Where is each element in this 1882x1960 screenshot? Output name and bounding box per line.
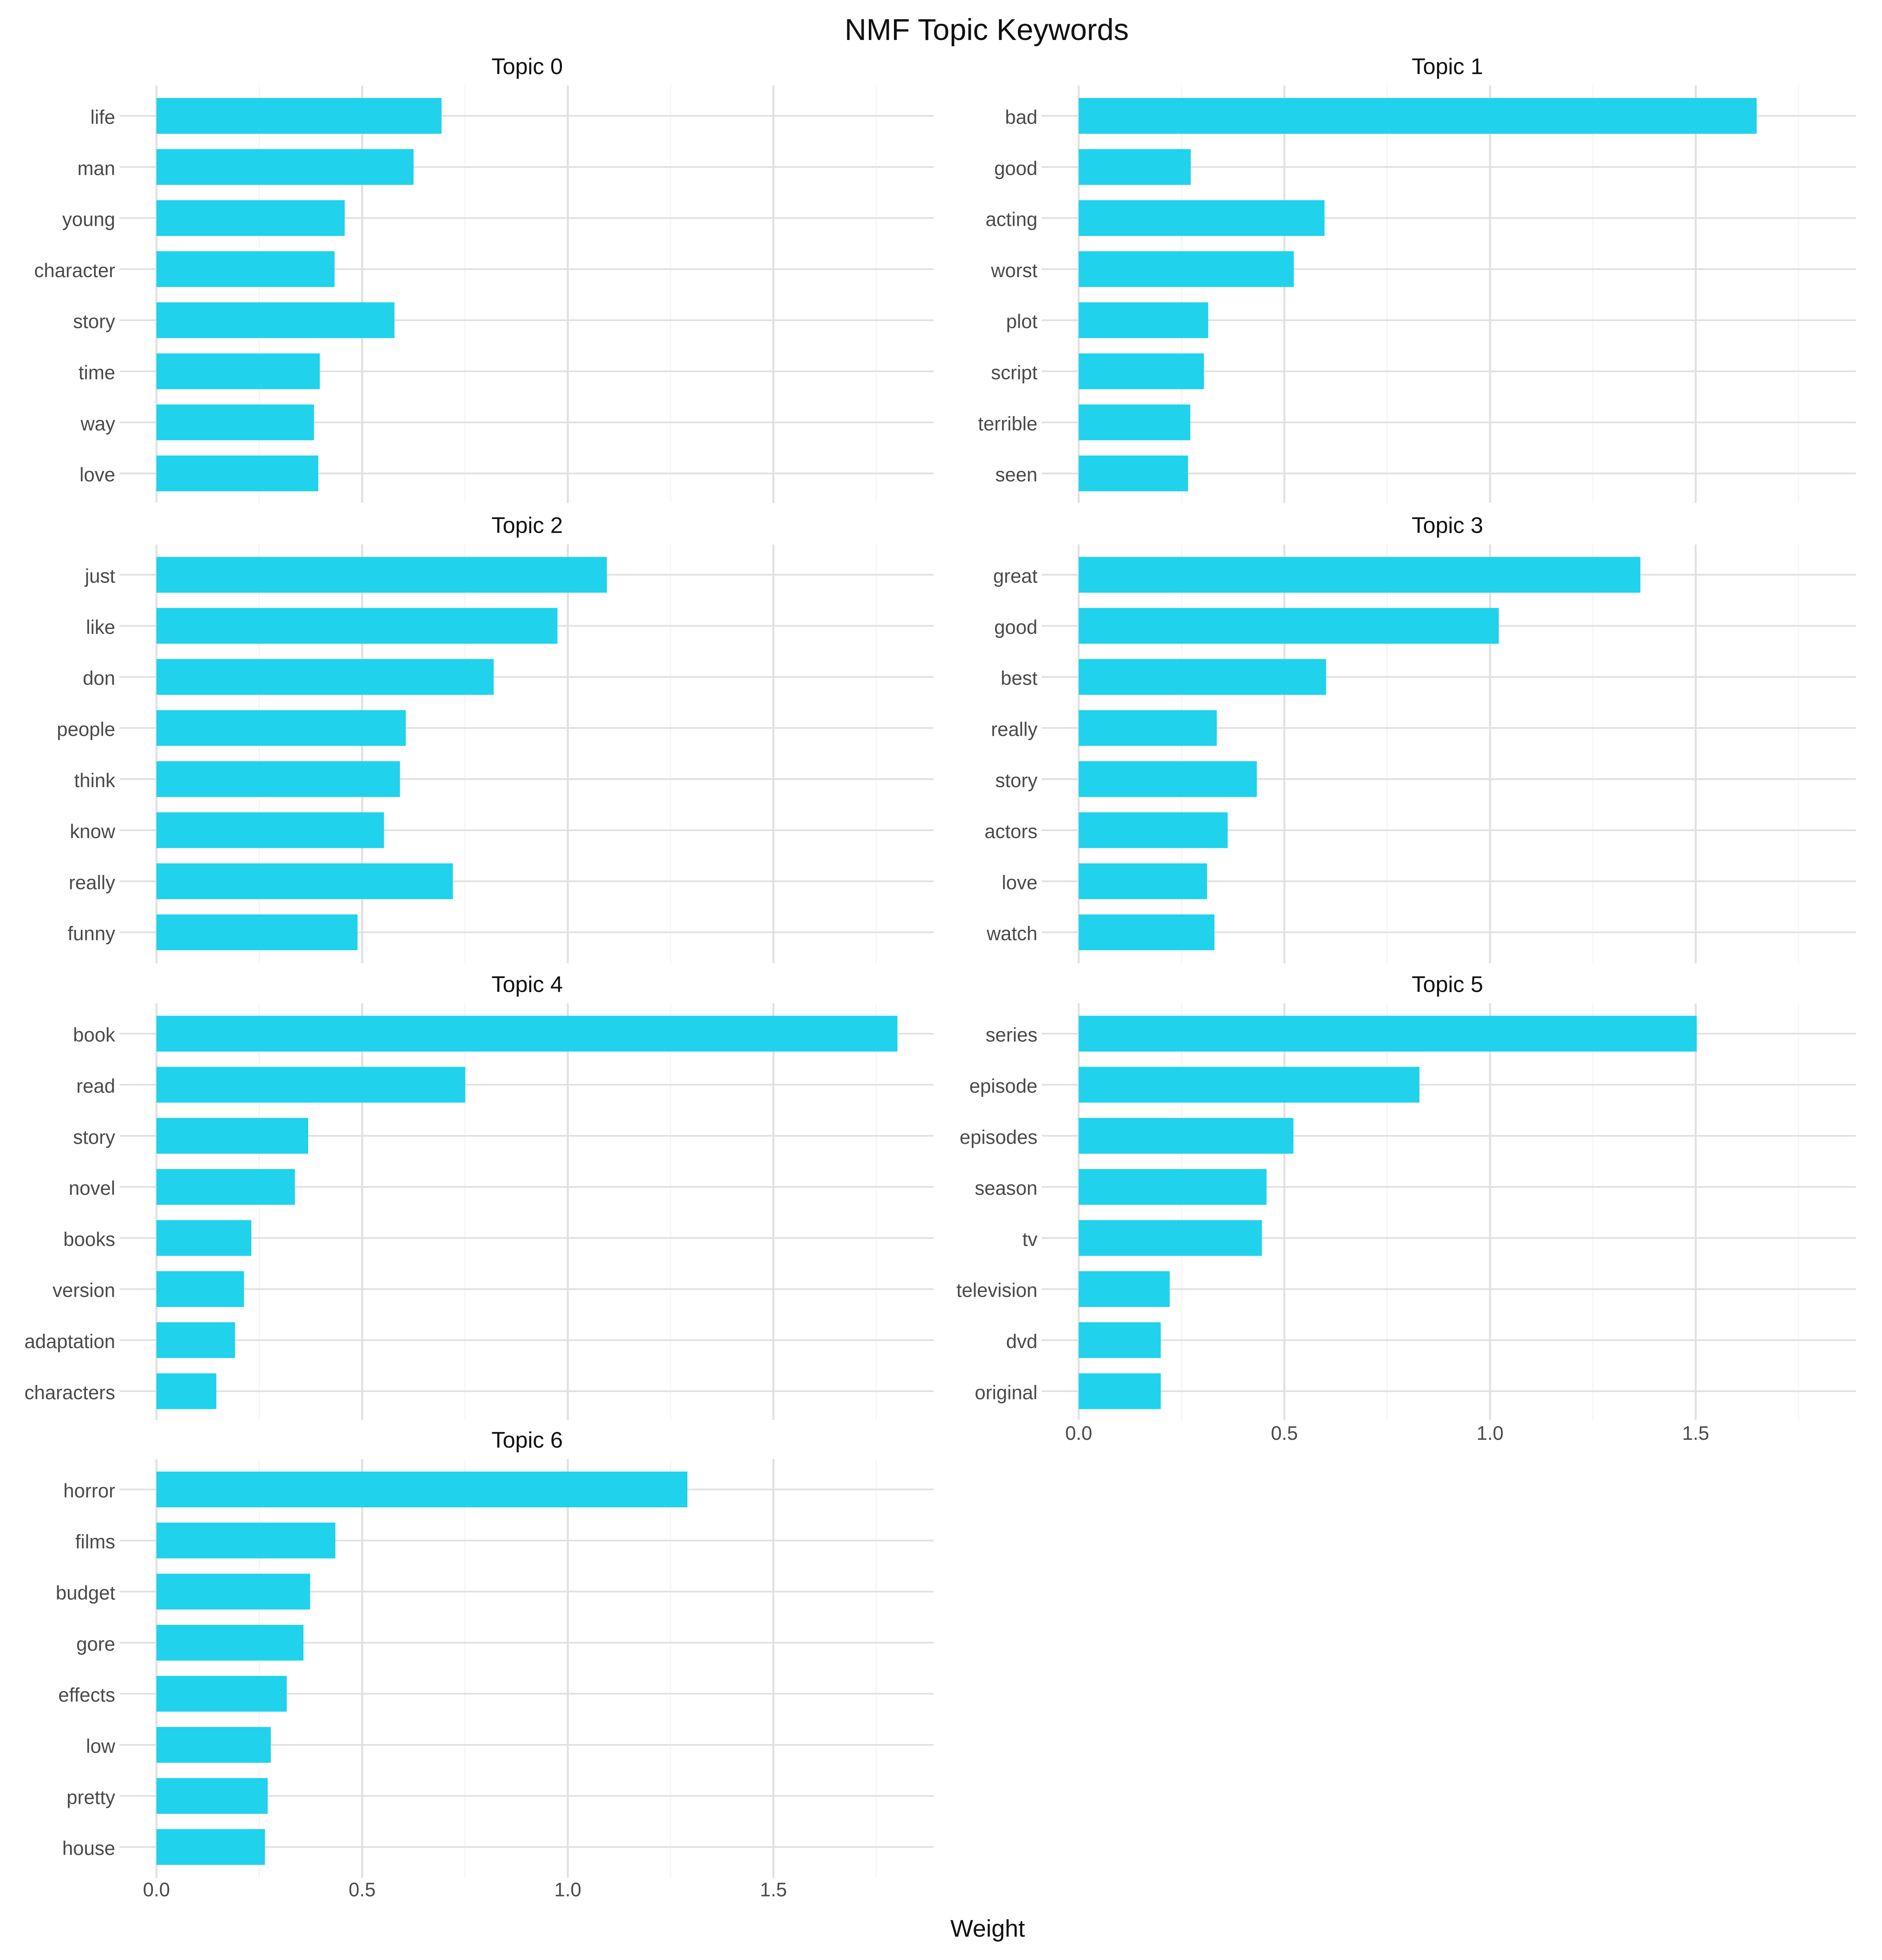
svg-text:life: life [90,106,115,128]
svg-text:man: man [77,157,115,179]
svg-text:tv: tv [1022,1228,1037,1250]
svg-text:bad: bad [1005,106,1037,128]
svg-text:seen: seen [995,464,1037,486]
svg-text:adaptation: adaptation [24,1330,115,1352]
svg-text:series: series [986,1024,1037,1046]
svg-text:good: good [994,616,1037,638]
svg-text:books: books [64,1228,115,1250]
svg-text:1.5: 1.5 [760,1878,787,1900]
svg-text:acting: acting [986,209,1037,230]
svg-text:book: book [73,1024,115,1046]
svg-text:watch: watch [986,923,1037,945]
svg-text:Topic 2: Topic 2 [491,513,563,538]
svg-text:really: really [991,718,1038,740]
svg-text:way: way [80,413,115,435]
svg-text:Weight: Weight [950,1915,1025,1942]
svg-text:great: great [993,565,1037,587]
svg-text:love: love [80,464,115,486]
svg-text:version: version [53,1279,115,1301]
svg-text:budget: budget [56,1582,115,1604]
svg-text:effects: effects [58,1684,115,1706]
svg-text:like: like [86,616,115,638]
svg-text:0.5: 0.5 [349,1878,376,1900]
svg-text:0.0: 0.0 [143,1878,170,1900]
svg-text:horror: horror [64,1480,115,1502]
svg-text:read: read [76,1075,115,1097]
svg-text:television: television [956,1279,1037,1301]
svg-text:novel: novel [69,1177,115,1199]
svg-text:low: low [86,1735,115,1757]
svg-text:don: don [83,667,115,689]
svg-text:episodes: episodes [960,1126,1038,1148]
svg-text:1.0: 1.0 [1477,1422,1504,1444]
svg-text:character: character [34,260,115,281]
svg-text:pretty: pretty [67,1786,115,1808]
svg-text:characters: characters [24,1381,115,1403]
svg-text:people: people [57,718,115,740]
svg-text:house: house [62,1837,115,1859]
svg-text:Topic 3: Topic 3 [1412,513,1483,538]
svg-text:best: best [1001,667,1037,689]
svg-text:just: just [84,565,115,587]
svg-text:love: love [1002,871,1037,893]
svg-text:good: good [994,157,1037,179]
svg-text:terrible: terrible [978,413,1037,435]
svg-text:season: season [975,1177,1037,1199]
svg-text:Topic 0: Topic 0 [491,54,563,79]
svg-text:episode: episode [969,1075,1037,1097]
svg-text:worst: worst [991,260,1038,281]
svg-text:think: think [74,769,115,791]
svg-text:story: story [73,310,115,332]
svg-text:original: original [975,1381,1037,1403]
svg-text:0.0: 0.0 [1065,1422,1092,1444]
svg-text:dvd: dvd [1006,1330,1037,1352]
svg-text:funny: funny [68,923,116,945]
svg-text:1.0: 1.0 [554,1878,581,1900]
svg-text:young: young [62,209,115,230]
svg-text:plot: plot [1006,310,1037,332]
svg-text:story: story [995,769,1038,791]
svg-text:story: story [73,1126,115,1148]
svg-text:films: films [75,1531,115,1553]
svg-text:gore: gore [76,1633,115,1655]
svg-text:Topic 1: Topic 1 [1412,54,1483,79]
svg-text:know: know [70,820,115,842]
svg-text:actors: actors [985,820,1037,842]
svg-text:Topic 6: Topic 6 [491,1428,563,1453]
svg-text:really: really [69,871,115,893]
svg-text:Topic 4: Topic 4 [491,972,563,997]
svg-text:NMF Topic Keywords: NMF Topic Keywords [845,13,1129,47]
svg-text:Topic 5: Topic 5 [1412,972,1483,997]
svg-text:0.5: 0.5 [1271,1422,1298,1444]
svg-text:1.5: 1.5 [1682,1422,1709,1444]
svg-text:time: time [78,361,115,383]
svg-text:script: script [991,361,1038,383]
